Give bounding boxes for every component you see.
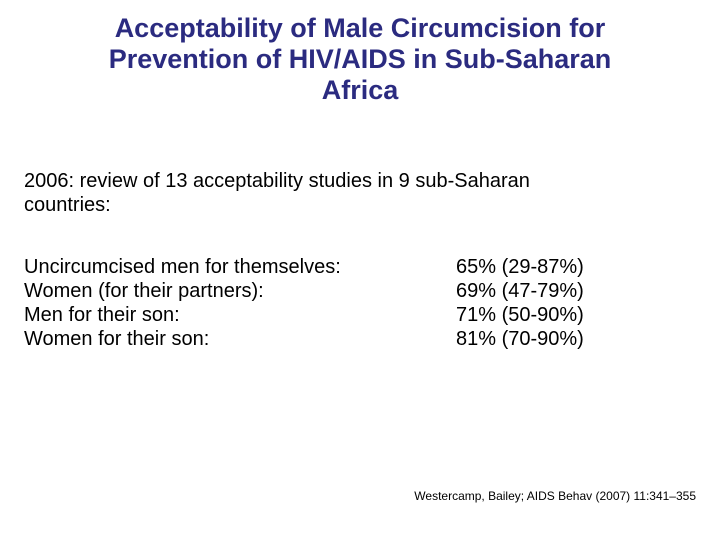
stat-value: 71% (50-90%) bbox=[456, 304, 584, 326]
stat-value: 81% (70-90%) bbox=[456, 328, 584, 350]
stat-row: Women (for their partners): 69% (47-79%) bbox=[24, 279, 684, 303]
stat-row: Uncircumcised men for themselves: 65% (2… bbox=[24, 255, 684, 279]
stat-value: 65% (29-87%) bbox=[456, 256, 584, 278]
stat-label: Uncircumcised men for themselves: bbox=[24, 256, 341, 278]
stat-label: Women (for their partners): bbox=[24, 280, 264, 302]
stat-row: Women for their son: 81% (70-90%) bbox=[24, 327, 684, 351]
title-line: Acceptability of Male Circumcision for bbox=[114, 13, 606, 43]
stat-label: Men for their son: bbox=[24, 304, 180, 326]
citation: Westercamp, Bailey; AIDS Behav (2007) 11… bbox=[414, 489, 696, 503]
stat-label: Women for their son: bbox=[24, 328, 210, 350]
acceptability-stats: Uncircumcised men for themselves: 65% (2… bbox=[24, 255, 684, 351]
title-line: Africa bbox=[321, 75, 399, 105]
intro-text: 2006: review of 13 acceptability studies… bbox=[24, 169, 684, 217]
stat-value: 69% (47-79%) bbox=[456, 280, 584, 302]
title-line: Prevention of HIV/AIDS in Sub-Saharan bbox=[108, 44, 612, 74]
stat-row: Men for their son: 71% (50-90%) bbox=[24, 303, 684, 327]
intro-line: countries: bbox=[24, 194, 111, 216]
slide-title: Acceptability of Male Circumcision for P… bbox=[40, 13, 680, 106]
intro-line: 2006: review of 13 acceptability studies… bbox=[24, 170, 530, 192]
